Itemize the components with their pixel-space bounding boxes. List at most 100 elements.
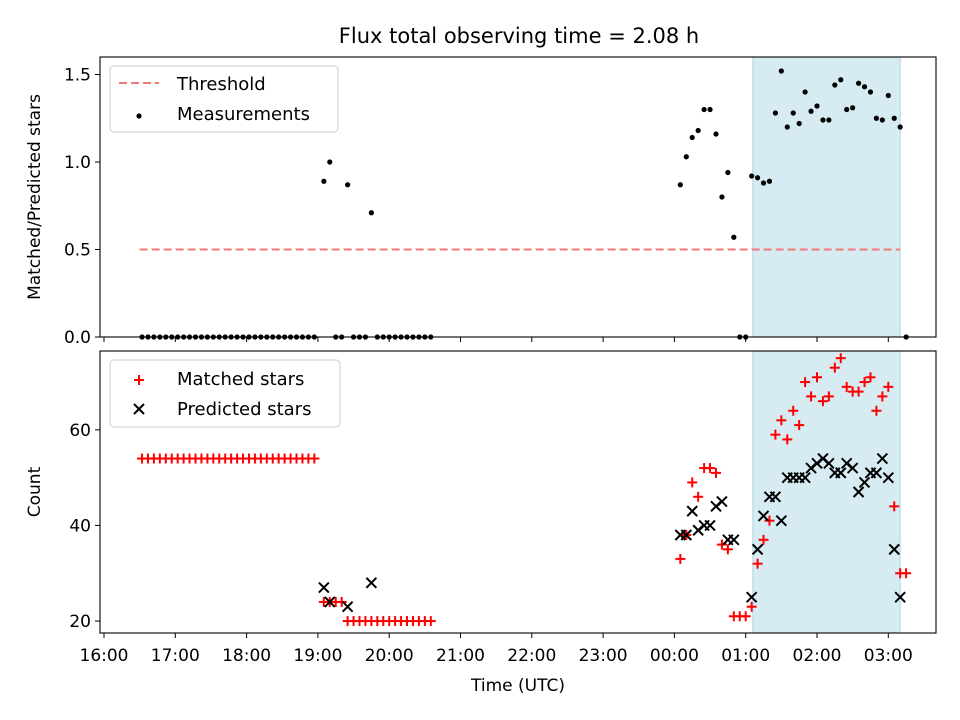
top-shaded-interval [752, 56, 901, 338]
matched-star-marker [871, 405, 882, 416]
measurement-point [855, 80, 862, 86]
matched-star-marker [829, 362, 840, 373]
legend-measurements-swatch [136, 113, 142, 119]
measurement-point [345, 182, 351, 188]
legend-predicted-label: Predicted stars [177, 399, 311, 420]
matched-star-marker [309, 453, 320, 464]
predicted-star-marker [852, 486, 865, 498]
legend-predicted-swatch [133, 403, 145, 415]
predicted-star-marker [751, 543, 764, 556]
measurement-point [778, 68, 784, 74]
predicted-stars-points [318, 452, 906, 613]
matched-star-marker [823, 391, 834, 402]
bottom-y-axis-label: Count [25, 466, 45, 517]
matched-star-marker [782, 434, 793, 445]
bottom-panel: 20 40 60 16:00 17:00 18:00 19:00 20:00 21:00 22:… [25, 350, 937, 696]
predicted-star-marker [318, 581, 330, 594]
legend-matched-swatch [134, 375, 144, 385]
matched-star-marker [901, 568, 912, 579]
measurement-point [754, 175, 761, 181]
measurement-point [790, 110, 796, 116]
predicted-star-marker [704, 519, 716, 532]
y-tick-label: 20 [69, 612, 91, 632]
measurement-point [707, 106, 713, 113]
matched-star-marker [817, 396, 828, 407]
matched-star-marker [835, 353, 846, 364]
predicted-star-marker [745, 591, 758, 603]
measurement-point [701, 106, 707, 113]
measurement-point [808, 108, 814, 114]
predicted-star-marker [835, 467, 847, 479]
predicted-star-marker [888, 543, 900, 556]
measurement-point [850, 105, 856, 111]
legend-matched-label: Matched stars [177, 369, 304, 390]
x-tick-label: 21:00 [436, 646, 485, 666]
matched-star-marker [722, 544, 733, 555]
bottom-legend: Matched stars Predicted stars [109, 359, 341, 428]
matched-star-marker [746, 601, 757, 612]
measurement-point [861, 84, 868, 90]
bottom-axes-frame [99, 350, 937, 634]
measurement-point [867, 89, 874, 95]
measurement-point [766, 178, 773, 184]
measurement-point [891, 115, 897, 121]
predicted-star-marker [757, 510, 770, 522]
top-x-ticks [103, 337, 889, 342]
predicted-star-marker [823, 457, 835, 470]
measurement-point [838, 77, 844, 83]
y-tick-label: 1.0 [64, 153, 91, 173]
measurement-point [677, 182, 683, 188]
predicted-star-marker [341, 601, 354, 613]
measurement-point [725, 169, 731, 176]
matched-star-marker [752, 558, 763, 569]
matched-star-marker [883, 381, 894, 392]
predicted-star-marker [686, 505, 698, 517]
bottom-y-ticks: 20 40 60 [69, 421, 100, 632]
measurement-point [826, 117, 832, 123]
x-tick-label: 19:00 [293, 646, 342, 666]
legend-threshold-label: Threshold [176, 74, 266, 95]
x-tick-label: 03:00 [864, 646, 913, 666]
matched-star-marker [758, 534, 769, 545]
top-legend-box [109, 65, 339, 133]
predicted-star-marker [680, 529, 692, 541]
y-tick-label: 60 [69, 421, 91, 441]
measurement-point [796, 120, 802, 127]
x-tick-label: 20:00 [365, 646, 414, 666]
predicted-star-marker [870, 467, 883, 479]
x-tick-label: 01:00 [721, 646, 770, 666]
matched-star-marker [693, 491, 704, 502]
x-axis-label: Time (UTC) [470, 676, 565, 696]
matched-star-marker [889, 501, 900, 512]
chart-title: Flux total observing time = 2.08 h [339, 24, 699, 48]
measurement-point [832, 82, 838, 88]
matched-star-marker [687, 477, 698, 488]
matched-star-marker [776, 415, 787, 426]
matched-star-marker [877, 391, 888, 402]
predicted-star-marker [876, 452, 889, 465]
measurement-point [719, 194, 725, 200]
matched-star-marker [853, 386, 864, 397]
top-y-axis-label: Matched/Predicted stars [25, 94, 45, 300]
measurement-point [760, 180, 767, 186]
matched-star-marker [812, 372, 822, 383]
measurement-point [683, 154, 689, 160]
matched-star-marker [705, 463, 716, 474]
measurement-point [695, 127, 701, 134]
predicted-star-marker [882, 471, 895, 484]
measurement-point [327, 159, 333, 165]
matched-star-marker [800, 377, 811, 388]
y-tick-label: 40 [69, 516, 91, 536]
measurement-point [731, 234, 737, 240]
predicted-star-marker [716, 495, 728, 508]
measurement-point [885, 92, 891, 99]
matched-star-marker [336, 596, 347, 607]
measurement-point [784, 124, 790, 130]
matched-star-marker [865, 372, 876, 383]
matched-star-marker [716, 539, 727, 550]
bottom-legend-box [109, 359, 341, 428]
x-tick-label: 18:00 [222, 646, 271, 666]
measurement-point [689, 134, 695, 141]
predicted-star-marker [365, 577, 378, 589]
measurement-point [749, 173, 755, 179]
